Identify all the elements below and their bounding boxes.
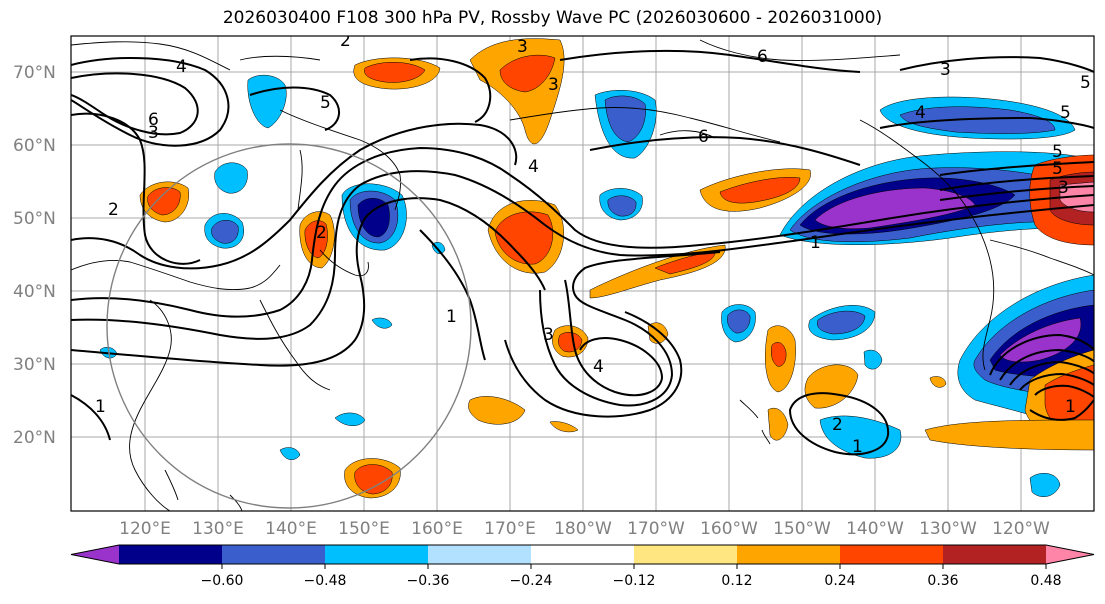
lon-label: 140°E bbox=[265, 519, 317, 539]
colorbar-tick-label: −0.24 bbox=[510, 573, 553, 589]
lat-label: 70°N bbox=[13, 63, 56, 83]
lon-label: 160°E bbox=[411, 519, 463, 539]
lat-label: 20°N bbox=[13, 428, 56, 448]
reference-circle bbox=[106, 143, 472, 509]
colorbar-tick-label: −0.36 bbox=[407, 573, 450, 589]
latitude-labels: 70°N 60°N 50°N 40°N 30°N 20°N bbox=[13, 63, 56, 448]
colorbar-segment bbox=[119, 545, 223, 564]
colorbar: −0.60 −0.48 −0.36 −0.24 −0.12 0.12 0.24 0.36 0.4… bbox=[70, 544, 1095, 589]
contour-label: 4 bbox=[528, 157, 539, 177]
colorbar-segment bbox=[428, 545, 532, 564]
pv-anomaly-shading bbox=[99, 38, 1094, 499]
lat-label: 50°N bbox=[13, 209, 56, 229]
lon-label: 170°E bbox=[484, 519, 536, 539]
contour-label: 1 bbox=[446, 307, 457, 327]
contour-label: 1 bbox=[852, 437, 863, 457]
lon-label: 140°W bbox=[846, 519, 904, 539]
rossby-wave-contours bbox=[71, 49, 1094, 456]
contour-label: 6 bbox=[148, 110, 159, 130]
lat-label: 40°N bbox=[13, 282, 56, 302]
colorbar-segment bbox=[222, 545, 326, 564]
contour-label: 3 bbox=[940, 60, 951, 80]
colorbar-tick-label: −0.12 bbox=[613, 573, 656, 589]
colorbar-segments bbox=[70, 544, 1095, 565]
lon-label: 180°W bbox=[554, 519, 612, 539]
contour-labels: 4 6 3 5 2 1 1 3 3 2 4 6 6 5 4 5 5 5 3 1 … bbox=[95, 31, 1091, 457]
colorbar-tick-label: 0.36 bbox=[927, 573, 958, 589]
lon-label: 120°W bbox=[992, 519, 1050, 539]
colorbar-segment bbox=[531, 545, 635, 564]
lat-label: 60°N bbox=[13, 136, 56, 156]
colorbar-extend-min bbox=[71, 545, 119, 564]
contour-label: 3 bbox=[543, 325, 554, 345]
lon-label: 130°W bbox=[919, 519, 977, 539]
contour-label: 3 bbox=[1058, 178, 1069, 198]
colorbar-tick-label: 0.48 bbox=[1030, 573, 1061, 589]
contour-label: 3 bbox=[148, 123, 159, 143]
contour-label: 5 bbox=[1060, 103, 1071, 123]
contour-label: 3 bbox=[548, 75, 559, 95]
contour-label: 5 bbox=[1080, 73, 1091, 93]
map-border bbox=[70, 35, 1095, 512]
contour-label: 2 bbox=[340, 31, 351, 51]
lon-label: 150°E bbox=[338, 519, 390, 539]
lon-label: 170°W bbox=[627, 519, 685, 539]
contour-label: 1 bbox=[810, 233, 821, 253]
colorbar-segment bbox=[634, 545, 738, 564]
contour-label: 6 bbox=[757, 47, 768, 67]
lon-label: 130°E bbox=[192, 519, 244, 539]
contour-label: 2 bbox=[108, 200, 119, 220]
contour-label: 1 bbox=[1065, 397, 1076, 417]
lon-label: 120°E bbox=[119, 519, 171, 539]
lat-label: 30°N bbox=[13, 355, 56, 375]
contour-label: 5 bbox=[320, 93, 331, 113]
colorbar-outline bbox=[70, 544, 1095, 565]
colorbar-ticks: −0.60 −0.48 −0.36 −0.24 −0.12 0.12 0.24 0.36 0.4… bbox=[201, 564, 1062, 589]
longitude-labels: 120°E 130°E 140°E 150°E 160°E 170°E 180°… bbox=[119, 519, 1050, 539]
contour-label: 1 bbox=[95, 397, 106, 417]
colorbar-segment bbox=[840, 545, 944, 564]
contour-label: 5 bbox=[1052, 159, 1063, 179]
contour-label: 2 bbox=[832, 415, 843, 435]
contour-label: 2 bbox=[316, 223, 327, 243]
colorbar-segment bbox=[737, 545, 841, 564]
contour-label: 4 bbox=[176, 57, 187, 77]
colorbar-tick-label: −0.48 bbox=[304, 573, 347, 589]
contour-label: 3 bbox=[517, 37, 528, 57]
colorbar-tick-label: 0.12 bbox=[721, 573, 752, 589]
lon-label: 150°W bbox=[773, 519, 831, 539]
colorbar-tick-label: −0.60 bbox=[201, 573, 244, 589]
contour-label: 6 bbox=[698, 127, 709, 147]
colorbar-tick-label: 0.24 bbox=[824, 573, 855, 589]
map-title: 2026030400 F108 300 hPa PV, Rossby Wave … bbox=[222, 8, 883, 28]
contour-label: 4 bbox=[915, 103, 926, 123]
map-content: 4 6 3 5 2 1 1 3 3 2 4 6 6 5 4 5 5 5 3 1 … bbox=[71, 31, 1094, 511]
lon-label: 160°W bbox=[700, 519, 758, 539]
colorbar-extend-max bbox=[1046, 545, 1094, 564]
contour-label: 5 bbox=[1052, 142, 1063, 162]
colorbar-segment bbox=[325, 545, 429, 564]
colorbar-segment bbox=[943, 545, 1047, 564]
contour-label: 4 bbox=[593, 357, 604, 377]
